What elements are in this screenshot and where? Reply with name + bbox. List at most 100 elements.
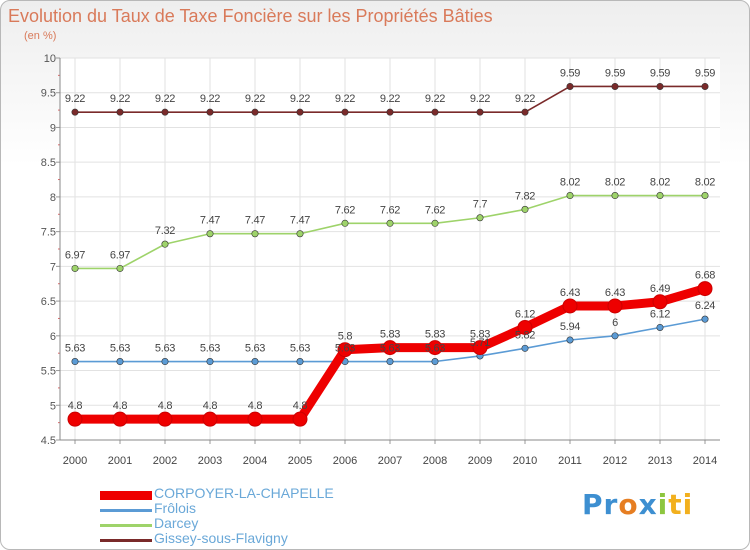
y-tick-label: 4.5 (41, 435, 56, 447)
data-point (521, 344, 529, 352)
data-point (202, 411, 218, 427)
data-label: 4.8 (68, 400, 83, 412)
data-point (382, 340, 398, 356)
data-point (431, 358, 439, 366)
data-label: 6.49 (650, 283, 670, 295)
data-label: 6.43 (605, 287, 625, 299)
data-point (476, 214, 484, 222)
data-label: 6.43 (560, 287, 580, 299)
data-point (206, 108, 214, 116)
data-label: 7.62 (380, 204, 400, 216)
data-point (116, 264, 124, 272)
data-point (67, 411, 83, 427)
data-label: 7.82 (515, 190, 535, 202)
data-point (251, 230, 259, 238)
logo-part: i (657, 488, 669, 521)
proxiti-logo: Proxiti (582, 488, 693, 521)
data-point (386, 108, 394, 116)
data-label: 5.83 (425, 329, 445, 341)
data-label: 9.22 (155, 93, 175, 105)
x-tick-label: 2011 (558, 455, 582, 467)
data-label: 9.59 (605, 67, 625, 79)
data-label: 4.8 (113, 400, 128, 412)
chart-title: Evolution du Taux de Taxe Foncière sur l… (8, 6, 493, 26)
data-point (71, 108, 79, 116)
data-point (656, 192, 664, 200)
y-tick-label: 7 (50, 261, 56, 273)
data-label: 5.83 (470, 329, 490, 341)
x-tick-label: 2014 (693, 455, 717, 467)
data-label: 5.71 (470, 337, 490, 349)
data-label: 9.22 (245, 93, 265, 105)
data-point (566, 192, 574, 200)
data-point (562, 298, 578, 314)
data-label: 7.7 (473, 199, 488, 211)
data-point (701, 192, 709, 200)
data-point (296, 108, 304, 116)
logo-part: ti (668, 488, 694, 521)
legend-swatch (100, 539, 152, 542)
legend-label: Darcey (154, 515, 199, 531)
data-label: 9.22 (290, 93, 310, 105)
legend-label: Frôlois (154, 500, 197, 516)
data-point (386, 358, 394, 366)
legend-swatch (100, 509, 152, 512)
legend-swatch (100, 524, 152, 527)
x-tick-label: 2002 (153, 455, 177, 467)
y-tick-label: 5.5 (41, 366, 56, 378)
data-label: 6.68 (695, 270, 715, 282)
data-label: 5.63 (200, 343, 220, 355)
data-label: 7.47 (200, 215, 220, 227)
data-point (607, 298, 623, 314)
y-tick-label: 8.5 (41, 157, 56, 169)
y-tick-label: 6.5 (41, 296, 56, 308)
data-label: 7.47 (245, 215, 265, 227)
y-tick-label: 8 (50, 192, 56, 204)
data-label: 9.22 (335, 93, 355, 105)
x-tick-label: 2007 (378, 455, 402, 467)
data-label: 8.02 (560, 177, 580, 189)
data-point (161, 240, 169, 248)
x-tick-label: 2008 (423, 455, 447, 467)
data-point (341, 219, 349, 227)
data-label: 9.22 (380, 93, 400, 105)
data-point (337, 342, 353, 358)
data-label: 5.94 (560, 321, 580, 333)
data-label: 5.63 (155, 343, 175, 355)
x-tick-label: 2013 (648, 455, 672, 467)
data-label: 4.8 (248, 400, 263, 412)
legend-swatch (100, 491, 152, 500)
x-tick-label: 2003 (198, 455, 222, 467)
data-point (701, 82, 709, 90)
data-point (697, 281, 713, 297)
data-label: 7.62 (425, 204, 445, 216)
x-tick-label: 2006 (333, 455, 357, 467)
data-label: 5.63 (110, 343, 130, 355)
data-label: 8.02 (695, 177, 715, 189)
x-tick-label: 2009 (468, 455, 492, 467)
data-label: 5.82 (515, 329, 535, 341)
data-point (292, 411, 308, 427)
data-label: 9.22 (200, 93, 220, 105)
data-point (116, 358, 124, 366)
data-label: 9.59 (650, 67, 670, 79)
data-point (476, 108, 484, 116)
x-tick-label: 2001 (108, 455, 132, 467)
x-tick-label: 2012 (603, 455, 627, 467)
data-label: 9.22 (425, 93, 445, 105)
data-label: 5.63 (380, 343, 400, 355)
data-point (341, 108, 349, 116)
data-point (71, 358, 79, 366)
y-tick-label: 9.5 (41, 88, 56, 100)
y-tick-label: 6 (50, 331, 56, 343)
y-tick-label: 5 (50, 400, 56, 412)
data-label: 5.83 (380, 329, 400, 341)
data-point (247, 411, 263, 427)
data-label: 9.22 (110, 93, 130, 105)
data-point (431, 108, 439, 116)
data-point (161, 108, 169, 116)
logo-part: x (638, 488, 658, 521)
data-label: 4.8 (203, 400, 218, 412)
data-point (71, 264, 79, 272)
y-tick-label: 9 (50, 122, 56, 134)
